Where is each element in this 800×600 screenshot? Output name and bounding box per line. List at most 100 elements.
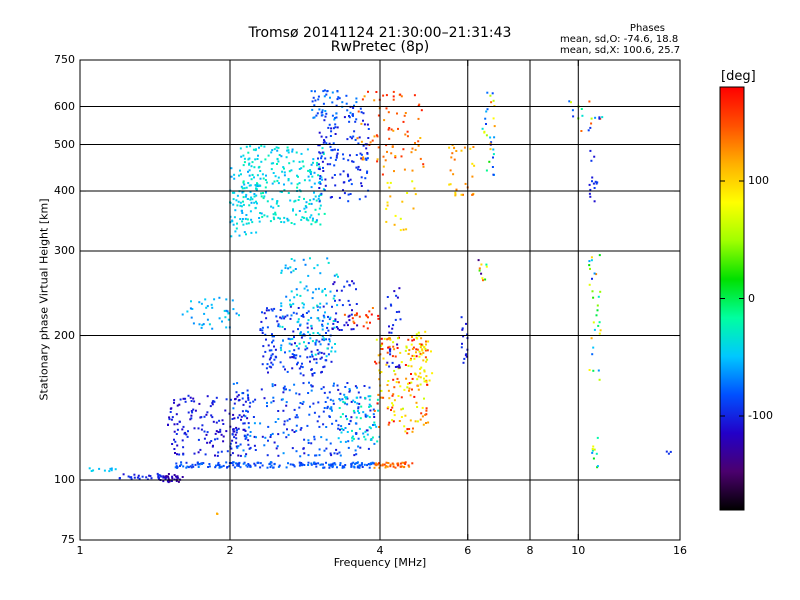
axis-ticks [79, 59, 681, 541]
data-point [283, 189, 286, 192]
data-point [307, 342, 310, 345]
data-point [251, 221, 254, 224]
data-point [295, 213, 298, 216]
data-point [258, 165, 261, 168]
data-point [598, 116, 601, 119]
data-point [449, 169, 452, 172]
data-point [189, 465, 192, 468]
data-point [327, 329, 330, 332]
data-point [264, 179, 267, 181]
data-point [178, 403, 181, 406]
data-point [244, 195, 247, 198]
data-point [394, 373, 397, 376]
data-point [278, 325, 281, 328]
data-point [242, 180, 245, 183]
data-point [256, 158, 259, 160]
data-point [241, 209, 243, 212]
data-point [303, 452, 306, 455]
data-point [313, 461, 316, 464]
data-point [411, 377, 414, 380]
data-point [570, 101, 572, 104]
data-point [244, 415, 247, 418]
data-point [339, 399, 342, 402]
data-point [331, 328, 334, 330]
data-point [247, 170, 249, 173]
data-point [283, 174, 286, 177]
data-point [208, 441, 211, 444]
data-point [588, 260, 591, 263]
data-point [285, 436, 288, 439]
data-point [452, 173, 455, 176]
data-point [260, 195, 263, 198]
data-point [369, 427, 372, 430]
data-point [364, 177, 367, 180]
data-point [289, 299, 291, 302]
data-point [299, 355, 302, 358]
data-point [318, 108, 321, 111]
chart-subtitle: RwPretec (8p) [330, 39, 430, 55]
data-point [232, 428, 235, 431]
data-point [364, 157, 367, 160]
data-point [311, 374, 314, 377]
data-point [417, 384, 420, 387]
data-point [322, 90, 325, 93]
data-point [235, 437, 238, 440]
data-point [381, 342, 384, 345]
data-point [307, 454, 310, 457]
data-point [332, 462, 335, 465]
data-point [234, 209, 237, 212]
data-point [279, 346, 282, 349]
data-point [424, 356, 427, 359]
data-point [317, 95, 320, 98]
data-point [301, 302, 304, 305]
data-point [273, 180, 276, 183]
data-point [245, 186, 248, 189]
data-point [319, 272, 322, 275]
grid-lines [80, 60, 680, 540]
data-point [182, 446, 185, 449]
data-point [477, 259, 480, 262]
data-point [357, 142, 360, 145]
data-point [481, 277, 484, 280]
data-point [316, 304, 319, 307]
data-point [312, 161, 314, 164]
data-point [321, 323, 324, 326]
data-point [197, 427, 200, 430]
data-point [274, 213, 277, 216]
data-point [334, 184, 337, 187]
data-point [393, 170, 395, 173]
data-point [365, 315, 368, 318]
data-point [394, 214, 397, 217]
data-point [295, 429, 298, 432]
data-point [349, 111, 352, 114]
data-point [416, 420, 419, 423]
data-point [423, 369, 426, 372]
data-point [369, 395, 372, 398]
data-point [359, 396, 362, 399]
data-point [253, 176, 255, 179]
data-point [237, 462, 240, 465]
data-point [354, 314, 356, 317]
data-point [391, 406, 394, 409]
data-point [282, 452, 285, 455]
data-point [232, 407, 235, 410]
data-point [227, 318, 230, 321]
data-point [392, 98, 395, 101]
data-point [270, 401, 273, 404]
data-point [348, 303, 351, 306]
data-point [235, 431, 238, 434]
data-point [192, 322, 195, 325]
data-point [157, 474, 160, 477]
data-point [400, 396, 403, 399]
data-point [320, 157, 323, 160]
data-point [420, 366, 423, 369]
data-point [300, 336, 303, 339]
data-point [325, 142, 328, 145]
data-point [167, 477, 170, 480]
data-point [157, 476, 160, 479]
data-point [596, 465, 599, 468]
data-point [250, 196, 253, 199]
stats-x-mode: mean, sd,X: 100.6, 25.7 [560, 45, 681, 56]
data-point [330, 196, 333, 198]
data-point [298, 406, 301, 409]
